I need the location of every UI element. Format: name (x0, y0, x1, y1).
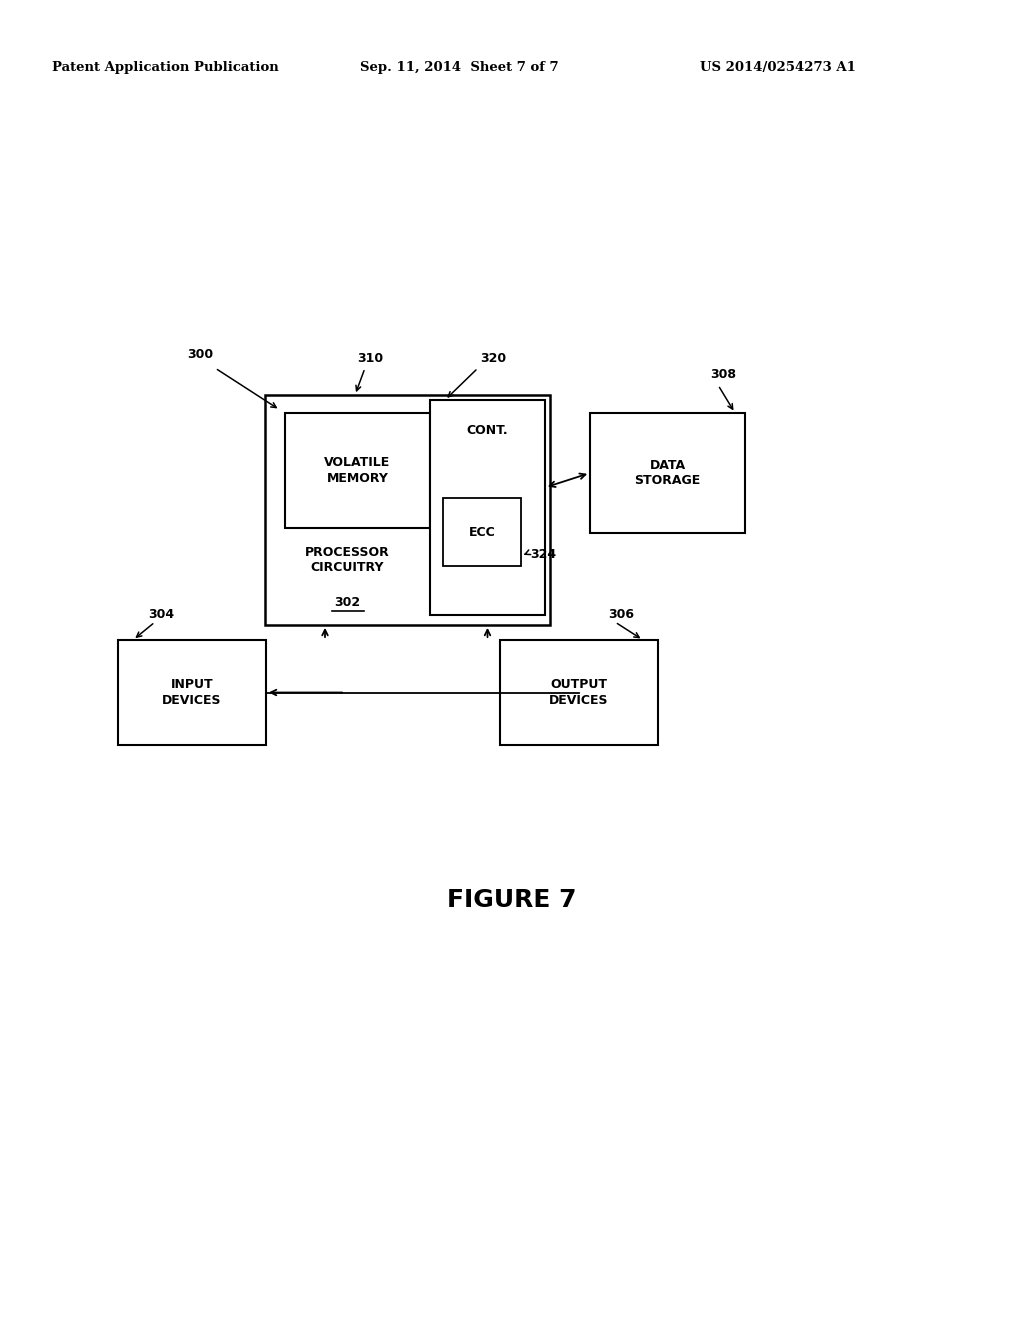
Bar (118, 640, 266, 744)
Text: US 2014/0254273 A1: US 2014/0254273 A1 (700, 62, 856, 74)
Text: 308: 308 (710, 368, 736, 381)
Bar (430, 400, 545, 615)
Text: 300: 300 (187, 348, 213, 362)
Bar (285, 413, 430, 528)
Bar (443, 498, 521, 566)
Text: DATA
STORAGE: DATA STORAGE (635, 459, 700, 487)
Text: 304: 304 (148, 609, 174, 622)
Bar (500, 640, 658, 744)
Text: 302: 302 (335, 597, 360, 610)
Text: VOLATILE
MEMORY: VOLATILE MEMORY (325, 457, 390, 484)
Text: 320: 320 (480, 351, 506, 364)
Text: Sep. 11, 2014  Sheet 7 of 7: Sep. 11, 2014 Sheet 7 of 7 (360, 62, 559, 74)
Text: ECC: ECC (469, 525, 496, 539)
Bar (265, 395, 550, 624)
Text: Patent Application Publication: Patent Application Publication (52, 62, 279, 74)
Text: 310: 310 (357, 351, 383, 364)
Bar (590, 413, 745, 533)
Text: OUTPUT
DEVICES: OUTPUT DEVICES (549, 678, 608, 706)
Text: 324: 324 (530, 549, 556, 561)
Text: FIGURE 7: FIGURE 7 (447, 888, 577, 912)
Text: CONT.: CONT. (467, 424, 508, 437)
Text: 306: 306 (608, 609, 634, 622)
Text: INPUT
DEVICES: INPUT DEVICES (162, 678, 222, 706)
Text: PROCESSOR
CIRCUITRY: PROCESSOR CIRCUITRY (305, 546, 390, 574)
